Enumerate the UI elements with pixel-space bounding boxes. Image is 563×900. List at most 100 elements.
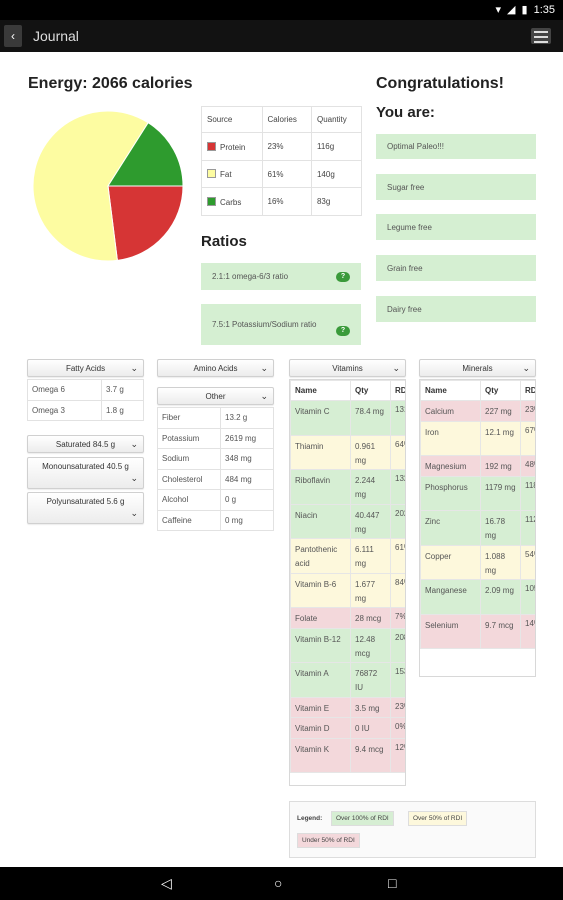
nutrient-name: Vitamin E <box>290 696 351 718</box>
amino-acids-dropdown[interactable]: Amino Acids ⌄ <box>157 359 274 377</box>
row-name: Omega 3 <box>27 399 102 421</box>
back-button[interactable]: ‹ <box>4 25 22 47</box>
source-name: Protein <box>220 142 246 152</box>
calories-pct: 16% <box>261 187 312 216</box>
fatty-acids-dropdown[interactable]: Fatty Acids ⌄ <box>27 359 144 377</box>
other-table: Fiber 13.2 g Potassium 2619 mg Sodium 348 m… <box>157 407 274 531</box>
chevron-down-icon: ⌄ <box>260 363 268 373</box>
table-row: Fiber 13.2 g <box>157 407 274 429</box>
other-dropdown[interactable]: Other ⌄ <box>157 387 274 405</box>
quantity: 83g <box>310 187 363 216</box>
pie-slice-protein <box>107 185 184 261</box>
nutrient-name: Iron <box>420 420 481 456</box>
pie-slice-fat <box>32 110 149 262</box>
nutrient-name: Selenium <box>420 613 481 649</box>
nutrient-rdi: 23% <box>520 400 535 422</box>
saturated-dropdown[interactable]: Saturated 84.5 g ⌄ <box>27 435 144 453</box>
row-value: 3.7 g <box>101 379 144 401</box>
nutrient-rdi: 12% <box>390 737 405 773</box>
legend-over-50: Over 50% of RDI <box>408 811 468 826</box>
dropdown-label: Other <box>205 392 226 401</box>
energy-row: Carbs 16% 83g <box>201 187 363 216</box>
nutrient-rdi: 84% <box>390 572 405 608</box>
nutrient-qty: 9.4 mcg <box>350 737 391 773</box>
row-name: Caffeine <box>157 509 221 531</box>
polyunsaturated-dropdown[interactable]: Polyunsaturated 5.6 g ⌄ <box>27 492 144 524</box>
nutrient-qty: 0.961 mg <box>350 434 391 470</box>
energy-row: Protein 23% 116g <box>201 132 363 161</box>
signal-icon: ◢ <box>507 4 516 16</box>
nutrient-qty: 76872 IU <box>350 662 391 698</box>
main-content: Energy: 2066 calories Source Calories Qu… <box>0 52 563 867</box>
nutrient-name: Vitamin D <box>290 717 351 739</box>
nutrient-rdi: 105% <box>520 579 535 615</box>
nutrient-rdi: 112% <box>520 510 535 546</box>
nutrient-qty: 78.4 mg <box>350 400 391 436</box>
chevron-down-icon: ⌄ <box>130 473 138 483</box>
table-row: Sodium 348 mg <box>157 448 274 470</box>
nutrient-rdi: 132% <box>390 469 405 505</box>
vitamins-dropdown[interactable]: Vitamins ⌄ <box>289 359 406 377</box>
nutrient-qty: 12.1 mg <box>480 420 521 456</box>
header-rdi: RDI <box>520 380 535 401</box>
status-bar: ▾ ◢ ▮ 1:35 <box>0 0 563 20</box>
header-source: Source <box>201 106 263 133</box>
ratios-title: Ratios <box>201 233 247 250</box>
help-icon[interactable]: ? <box>336 271 350 282</box>
row-name: Fiber <box>157 407 221 429</box>
rdi-legend: Legend: Over 100% of RDI Over 50% of RDI… <box>289 801 536 858</box>
row-value: 348 mg <box>220 448 274 470</box>
row-value: 0 mg <box>220 509 274 531</box>
nutrient-name: Vitamin B-12 <box>290 627 351 663</box>
nutrient-name: Vitamin A <box>290 662 351 698</box>
nutrient-name: Thiamin <box>290 434 351 470</box>
energy-row: Fat 61% 140g <box>201 160 363 188</box>
energy-source-table: Source Calories Quantity Protein 23% 116… <box>201 106 363 216</box>
recents-nav-icon[interactable]: □ <box>388 875 397 891</box>
ratio-item: 7.5:1 Potassium/Sodium ratio ? <box>201 304 361 345</box>
home-nav-icon[interactable]: ○ <box>274 875 283 891</box>
row-value: 1.8 g <box>101 399 144 421</box>
calories-pct: 61% <box>261 160 312 188</box>
help-icon[interactable]: ? <box>336 325 350 336</box>
protein-swatch <box>207 141 216 151</box>
ratio-text: 7.5:1 Potassium/Sodium ratio <box>212 320 317 329</box>
dropdown-label: Saturated 84.5 g <box>55 440 116 449</box>
battery-icon: ▮ <box>521 4 528 16</box>
nutrient-name: Phosphorus <box>420 475 481 511</box>
nutrient-name: Niacin <box>290 503 351 539</box>
nutrient-name: Folate <box>290 607 351 629</box>
achievement-item: Optimal Paleo!!! <box>376 134 536 159</box>
back-nav-icon[interactable]: ◁ <box>161 875 172 891</box>
nutrient-rdi: 118% <box>520 475 535 511</box>
nutrient-qty: 9.7 mcg <box>480 613 521 649</box>
dropdown-label: Polyunsaturated 5.6 g <box>46 497 125 506</box>
nutrient-qty: 2.09 mg <box>480 579 521 615</box>
chevron-down-icon: ⌄ <box>522 363 530 373</box>
nutrient-rdi: 0% <box>390 717 405 739</box>
nutrient-qty: 192 mg <box>480 455 521 477</box>
row-value: 2619 mg <box>220 427 274 449</box>
congrats-title: Congratulations! <box>376 75 504 92</box>
monounsaturated-dropdown[interactable]: Monounsaturated 40.5 g ⌄ <box>27 457 144 489</box>
minerals-dropdown[interactable]: Minerals ⌄ <box>419 359 536 377</box>
legend-over-100: Over 100% of RDI <box>331 811 394 826</box>
dropdown-label: Vitamins <box>332 364 363 373</box>
table-row: Potassium 2619 mg <box>157 427 274 449</box>
nutrient-name: Copper <box>420 544 481 580</box>
nutrient-name: Vitamin B-6 <box>290 572 351 608</box>
source-name: Fat <box>220 170 232 179</box>
menu-button[interactable] <box>531 28 551 44</box>
table-row: Alcohol 0 g <box>157 489 274 511</box>
action-bar: ‹ Journal <box>0 20 563 52</box>
